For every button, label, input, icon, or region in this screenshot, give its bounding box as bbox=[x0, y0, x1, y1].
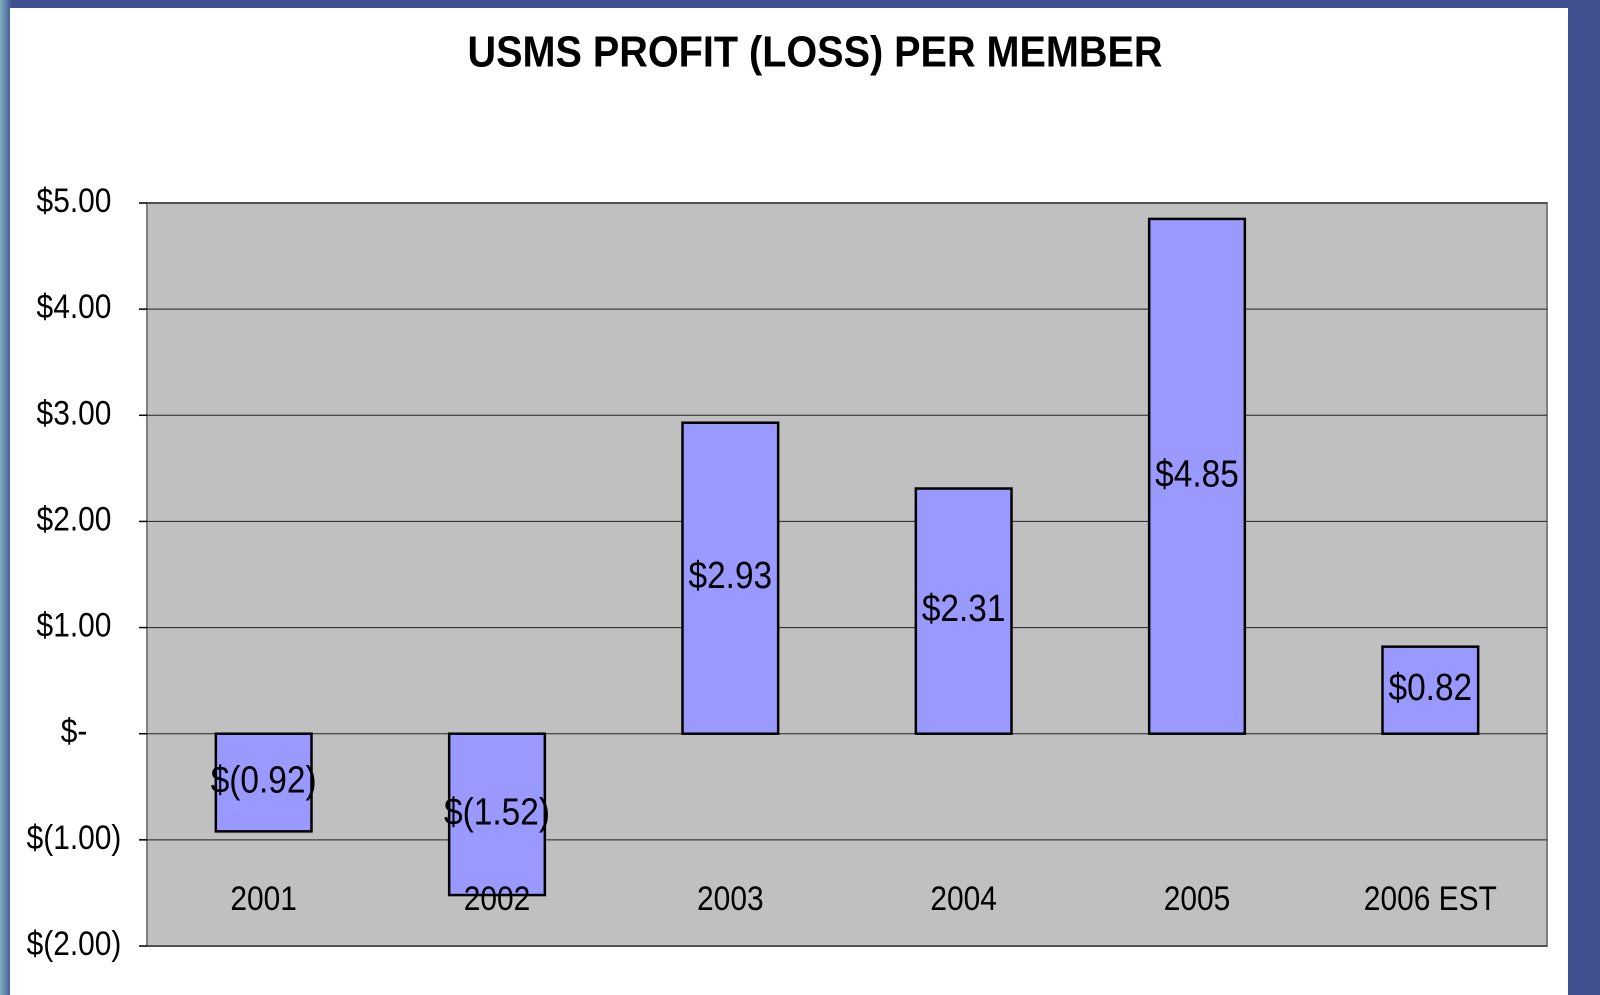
x-tick-label: 2004 bbox=[930, 879, 997, 917]
data-label: $4.85 bbox=[1155, 452, 1239, 494]
bar bbox=[914, 487, 1013, 735]
data-label: $2.93 bbox=[689, 554, 773, 596]
bar bbox=[1147, 217, 1247, 735]
chart-title: USMS PROFIT (LOSS) PER MEMBER bbox=[468, 27, 1163, 76]
bar bbox=[214, 732, 313, 833]
y-tick-label: $2.00 bbox=[37, 500, 112, 538]
bar bbox=[1381, 645, 1480, 735]
bar bbox=[681, 421, 780, 735]
y-tick-label: $(1.00) bbox=[27, 818, 122, 856]
x-tick-label: 2001 bbox=[230, 879, 297, 917]
x-tick-label: 2005 bbox=[1164, 879, 1231, 917]
x-tick-label: 2006 EST bbox=[1364, 879, 1497, 917]
y-tick-label: $1.00 bbox=[37, 606, 112, 644]
bar bbox=[447, 732, 547, 897]
frame-edge bbox=[0, 0, 12, 995]
y-tick-label: $(2.00) bbox=[27, 924, 122, 962]
y-tick-label: $4.00 bbox=[37, 287, 112, 325]
x-tick-label: 2003 bbox=[697, 879, 764, 917]
data-label: $0.82 bbox=[1389, 666, 1473, 708]
y-tick-label: $- bbox=[61, 712, 88, 750]
x-tick-label: 2002 bbox=[464, 879, 531, 917]
data-label: $2.31 bbox=[922, 587, 1006, 629]
data-label: $(1.52) bbox=[444, 790, 550, 832]
plot-area bbox=[146, 202, 1548, 947]
data-label: $(0.92) bbox=[211, 759, 317, 801]
y-tick-label: $5.00 bbox=[37, 181, 112, 219]
y-tick-label: $3.00 bbox=[37, 393, 112, 431]
